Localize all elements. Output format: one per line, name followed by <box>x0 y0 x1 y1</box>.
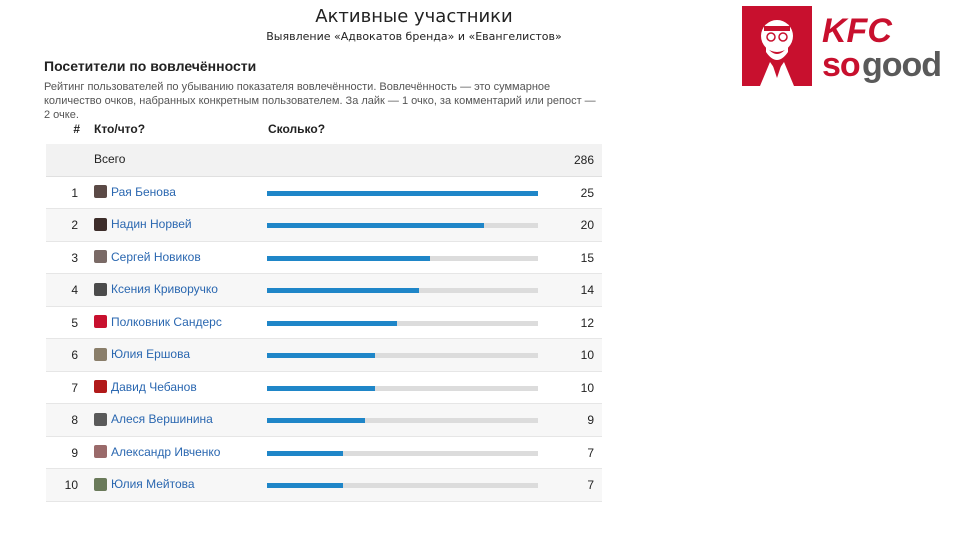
avatar[interactable] <box>94 445 107 458</box>
table-row: 3 Сергей Новиков 15 <box>46 242 602 274</box>
user-name-link[interactable]: Надин Норвей <box>111 217 192 231</box>
avatar[interactable] <box>94 380 107 393</box>
engagement-bar <box>267 353 376 358</box>
header-who[interactable]: Кто/что? <box>94 122 146 136</box>
row-rank: 2 <box>71 218 78 232</box>
engagement-bar <box>267 190 538 196</box>
avatar[interactable] <box>94 282 107 296</box>
engagement-bar <box>267 223 484 228</box>
row-user: Рая Бенова <box>94 185 176 199</box>
row-rank: 8 <box>71 413 78 427</box>
table-row: 4 Ксения Криворучко 14 <box>46 274 602 307</box>
row-user: Надин Норвей <box>94 217 192 231</box>
engagement-bar-track <box>267 190 538 196</box>
avatar[interactable] <box>94 347 107 361</box>
row-value: 15 <box>580 250 594 265</box>
avatar[interactable] <box>94 412 107 426</box>
table-row: 5 Полковник Сандерс 12 <box>46 307 602 339</box>
row-rank: 3 <box>71 250 78 265</box>
table-row: 8 Алеся Вершинина 9 <box>46 404 602 437</box>
total-label: Всего <box>94 152 126 166</box>
engagement-bar <box>267 450 343 456</box>
engagement-bar <box>267 385 376 391</box>
user-name-link[interactable]: Давид Чебанов <box>111 379 197 394</box>
slide-subtitle: Выявление «Адвокатов бренда» и «Евангели… <box>266 30 562 43</box>
table-header: # Кто/что? Сколько? <box>46 118 602 144</box>
user-name-link[interactable]: Алеся Вершинина <box>111 412 213 426</box>
user-name-link[interactable]: Рая Бенова <box>111 184 176 199</box>
row-user: Юлия Ершова <box>94 347 190 361</box>
table-row: 1 Рая Бенова 25 <box>46 177 602 209</box>
svg-text:good: good <box>862 46 941 84</box>
row-rank: 7 <box>71 380 78 395</box>
row-value: 10 <box>580 348 594 362</box>
row-user: Юлия Мейтова <box>94 477 195 491</box>
row-value: 7 <box>587 445 594 460</box>
engagement-bar-track <box>267 385 538 391</box>
avatar[interactable] <box>94 315 107 328</box>
table-row: 9 Александр Ивченко 7 <box>46 437 602 469</box>
user-name-link[interactable]: Сергей Новиков <box>111 249 201 264</box>
engagement-bar-track <box>267 450 538 456</box>
table-row: 2 Надин Норвей 20 <box>46 209 602 242</box>
total-value: 286 <box>573 153 594 167</box>
row-value: 7 <box>587 478 594 492</box>
avatar[interactable] <box>94 477 107 491</box>
engagement-bar <box>267 255 430 261</box>
user-name-link[interactable]: Ксения Криворучко <box>111 282 218 296</box>
engagement-bar <box>267 483 343 488</box>
row-rank: 5 <box>71 315 78 330</box>
avatar[interactable] <box>94 185 107 198</box>
table-row: 10 Юлия Мейтова 7 <box>46 469 602 502</box>
table-row: 6 Юлия Ершова 10 <box>46 339 602 372</box>
row-user: Давид Чебанов <box>94 380 197 394</box>
row-value: 25 <box>580 185 594 200</box>
row-user: Ксения Криворучко <box>94 282 218 296</box>
avatar[interactable] <box>94 250 107 263</box>
engagement-bar-track <box>267 255 538 261</box>
row-value: 12 <box>580 315 594 330</box>
kfc-logo: KFC so good <box>742 6 942 86</box>
panel-description: Рейтинг пользователей по убыванию показа… <box>44 81 596 121</box>
row-rank: 4 <box>71 283 78 297</box>
slide-title: Активные участники <box>315 6 513 27</box>
row-rank: 10 <box>64 478 78 492</box>
engagement-bar-track <box>267 483 538 488</box>
row-rank: 9 <box>71 445 78 460</box>
row-rank: 1 <box>71 185 78 200</box>
svg-text:KFC: KFC <box>822 12 892 50</box>
user-name-link[interactable]: Полковник Сандерс <box>111 314 222 329</box>
row-user: Сергей Новиков <box>94 250 201 264</box>
row-value: 14 <box>580 283 594 297</box>
engagement-table: # Кто/что? Сколько? Всего 286 1 Рая Бенов… <box>46 118 602 502</box>
panel-title: Посетители по вовлечённости <box>44 58 257 74</box>
engagement-bar-track <box>267 288 538 293</box>
engagement-bar-track <box>267 320 538 326</box>
engagement-bar <box>267 418 365 423</box>
engagement-bar <box>267 320 398 326</box>
row-value: 20 <box>580 218 594 232</box>
header-how-many[interactable]: Сколько? <box>268 122 326 136</box>
avatar[interactable] <box>94 217 107 231</box>
row-value: 9 <box>587 413 594 427</box>
svg-text:so: so <box>822 46 860 84</box>
engagement-bar-track <box>267 353 538 358</box>
user-name-link[interactable]: Юлия Мейтова <box>111 477 195 491</box>
header-rank: # <box>73 122 80 136</box>
user-name-link[interactable]: Юлия Ершова <box>111 347 191 361</box>
row-rank: 6 <box>71 348 78 362</box>
table-row: 7 Давид Чебанов 10 <box>46 372 602 404</box>
row-value: 10 <box>580 380 594 395</box>
engagement-panel: Посетители по вовлечённости Рейтинг поль… <box>44 58 604 122</box>
user-name-link[interactable]: Александр Ивченко <box>111 444 221 459</box>
engagement-bar-track <box>267 223 538 228</box>
row-user: Алеся Вершинина <box>94 412 213 426</box>
total-row: Всего 286 <box>46 144 602 177</box>
row-user: Александр Ивченко <box>94 445 220 459</box>
engagement-bar <box>267 288 419 293</box>
row-user: Полковник Сандерс <box>94 315 222 329</box>
engagement-bar-track <box>267 418 538 423</box>
